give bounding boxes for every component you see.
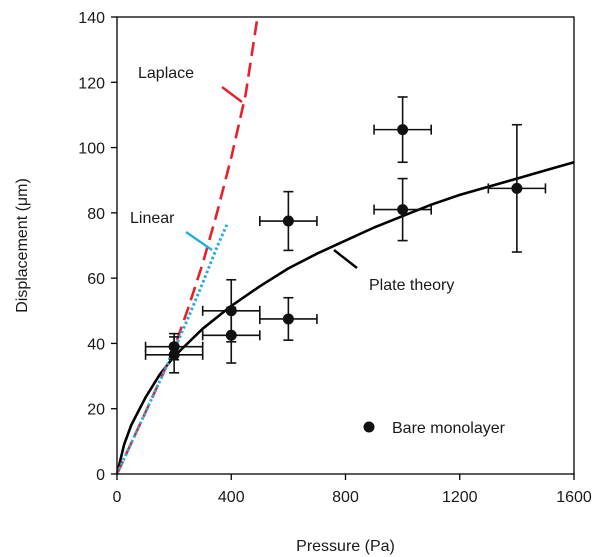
y-tick-label: 0 [96,467,105,484]
annotation-label: Linear [130,210,175,227]
series-line-plate-theory [115,161,575,475]
y-tick-label: 140 [78,10,105,27]
legend: Bare monolayer [363,420,506,437]
data-point [373,96,432,164]
x-tick-label: 1600 [556,489,592,506]
x-tick-label: 0 [113,489,122,506]
annotation-leader [185,231,213,251]
plot-annotations: Laplace Linear Plate theory [130,65,454,294]
y-tick-label: 80 [87,206,105,223]
annotation-leader [333,249,358,269]
y-axis-title: Displacement (μm) [14,178,31,313]
legend-label: Bare monolayer [392,420,506,437]
series-line-laplace [115,20,259,475]
x-axis-title: Pressure (Pa) [296,538,395,555]
data-point [259,296,318,341]
y-tick-label: 100 [78,141,105,158]
data-point [259,190,318,252]
y-tick-label: 120 [78,75,105,92]
x-tick-label: 1200 [442,489,478,506]
marker [397,124,409,136]
plot-lines [115,20,575,475]
y-tick-label: 40 [87,336,105,353]
data-point [201,306,261,364]
y-tick-label: 20 [87,402,105,419]
marker [225,329,237,341]
annotation-label: Laplace [138,65,194,82]
axes-text: Pressure (Pa) Displacement (μm) [14,178,395,555]
x-tick-label: 800 [332,489,359,506]
x-tick-label: 400 [218,489,245,506]
annotation-label: Plate theory [369,277,454,294]
plot-points [144,96,547,374]
data-point [144,336,204,374]
marker [397,204,409,216]
marker [168,349,180,361]
plot-border [116,16,575,475]
plot-frame: 0 400 800 1200 1600 0 20 40 60 80 100 120 140 [78,10,592,506]
data-point [487,123,547,253]
data-point [373,177,432,242]
annotation-leader [221,86,243,103]
y-tick-label: 60 [87,271,105,288]
marker [511,182,523,194]
marker [282,313,294,325]
marker [282,215,294,227]
legend-marker [363,421,375,433]
